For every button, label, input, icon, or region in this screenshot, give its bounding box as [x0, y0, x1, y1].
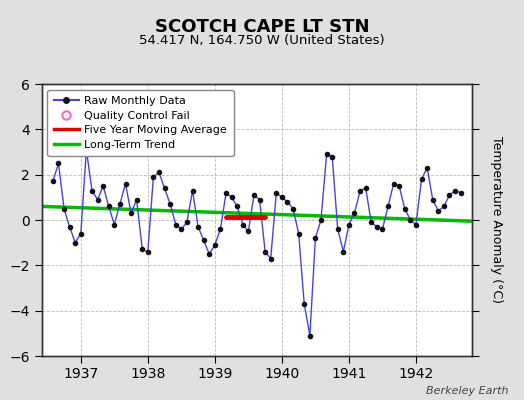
Text: 54.417 N, 164.750 W (United States): 54.417 N, 164.750 W (United States)	[139, 34, 385, 47]
Y-axis label: Temperature Anomaly (°C): Temperature Anomaly (°C)	[489, 136, 503, 304]
Text: SCOTCH CAPE LT STN: SCOTCH CAPE LT STN	[155, 18, 369, 36]
Text: Berkeley Earth: Berkeley Earth	[426, 386, 508, 396]
Legend: Raw Monthly Data, Quality Control Fail, Five Year Moving Average, Long-Term Tren: Raw Monthly Data, Quality Control Fail, …	[48, 90, 234, 156]
